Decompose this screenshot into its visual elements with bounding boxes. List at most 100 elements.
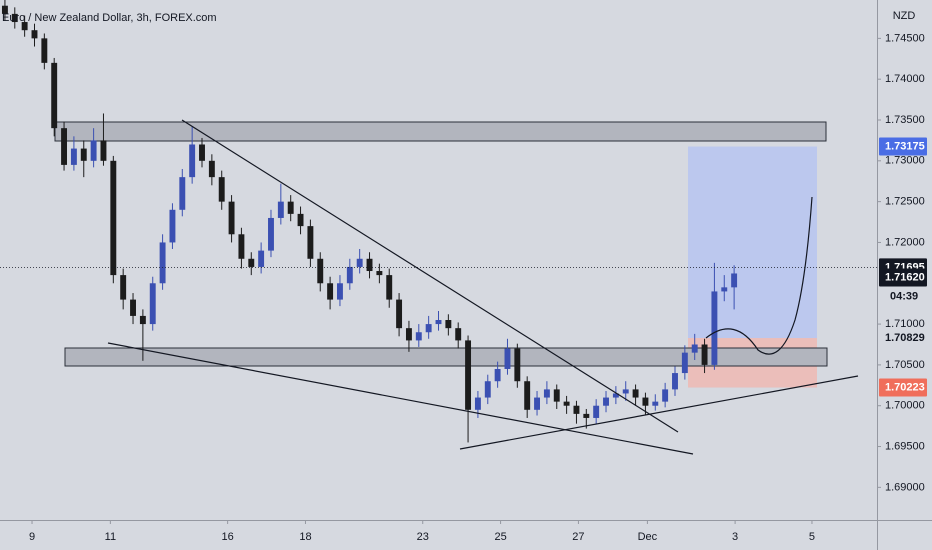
- candle-body: [563, 401, 570, 406]
- y-tick-label: 1.72500: [885, 196, 925, 208]
- entry-price-tag-bg: [879, 329, 927, 348]
- y-tick-label: 1.73000: [885, 155, 925, 167]
- y-tick-label: 1.70500: [885, 359, 925, 371]
- candle-body: [603, 397, 609, 406]
- bid-price-tag-bg: [879, 268, 927, 287]
- candle-body: [691, 344, 698, 353]
- candle-body: [238, 234, 245, 259]
- bid-price-tag: 1.71620: [885, 271, 925, 283]
- countdown: 04:39: [890, 290, 918, 302]
- candle-body: [573, 405, 580, 414]
- projection-curve: [705, 196, 813, 355]
- y-tick-label: 1.73500: [885, 114, 925, 126]
- candle-body: [435, 320, 442, 325]
- y-tick-label: 1.69000: [885, 481, 925, 493]
- candle-body: [346, 266, 353, 284]
- candle-body: [120, 275, 127, 300]
- candle-body: [534, 397, 540, 410]
- x-tick-label: Dec: [638, 531, 658, 543]
- candle-body: [593, 405, 600, 418]
- candle-body: [583, 413, 590, 418]
- candle-body: [110, 160, 117, 276]
- candle-body: [248, 258, 255, 267]
- candle-body: [474, 397, 481, 410]
- candle-body: [179, 177, 186, 210]
- candle-body: [612, 393, 619, 398]
- candle-body: [70, 148, 77, 165]
- candle-body: [465, 340, 472, 410]
- candle-body: [494, 368, 501, 382]
- candle-body: [622, 389, 629, 394]
- target-price-tag-bg: [879, 137, 927, 156]
- candle-body: [208, 160, 215, 178]
- resistance-zone: [54, 121, 827, 142]
- candle-body: [287, 201, 294, 214]
- currency-label: NZD: [893, 10, 916, 22]
- x-tick-label: 9: [29, 531, 35, 543]
- candle-body: [337, 283, 343, 300]
- descending-trendline: [181, 119, 679, 433]
- candle-body: [356, 258, 363, 267]
- target-price-tag: 1.73175: [885, 140, 925, 152]
- candle-body: [396, 299, 403, 329]
- candle-body: [642, 397, 649, 406]
- candle-body: [228, 201, 235, 235]
- x-tick-label: 3: [732, 531, 738, 543]
- candles: [1, 0, 738, 443]
- candle-body: [90, 140, 97, 161]
- candle-body: [80, 148, 87, 161]
- candle-body: [386, 275, 393, 300]
- x-tick-label: 18: [299, 531, 311, 543]
- candle-body: [61, 128, 68, 165]
- x-tick-label: 11: [105, 531, 116, 543]
- stop-price-tag-bg: [879, 378, 927, 397]
- candle-body: [484, 381, 491, 398]
- candle-body: [218, 177, 225, 202]
- candle-body: [327, 283, 334, 300]
- y-tick-label: 1.69500: [885, 440, 925, 452]
- y-tick-label: 1.71000: [885, 318, 925, 330]
- candle-body: [297, 213, 304, 227]
- candle-body: [21, 22, 28, 31]
- candle-body: [268, 217, 274, 251]
- candle-body: [11, 13, 18, 23]
- candle-body: [662, 389, 669, 402]
- candle-body: [41, 38, 48, 63]
- candle-body: [1, 5, 8, 14]
- support-zone: [64, 347, 828, 367]
- y-tick-label: 1.74500: [885, 32, 925, 44]
- candle-body: [632, 389, 639, 398]
- candle-body: [277, 201, 284, 218]
- candle-body: [189, 144, 196, 178]
- candle-body: [159, 242, 166, 284]
- candle-body: [31, 30, 38, 39]
- stop-price-tag: 1.70223: [885, 381, 925, 393]
- candle-body: [258, 250, 265, 267]
- countdown-bg: [879, 287, 927, 306]
- candle-body: [681, 352, 688, 374]
- candle-body: [415, 332, 422, 341]
- candle-body: [445, 320, 452, 329]
- candle-body: [731, 273, 738, 288]
- candle-body: [169, 209, 176, 243]
- candle-body: [652, 401, 659, 406]
- candle-body: [514, 348, 521, 382]
- y-tick-label: 1.74000: [885, 73, 925, 85]
- candle-body: [130, 299, 136, 316]
- candle-body: [553, 389, 560, 402]
- candle-body: [524, 381, 531, 410]
- candle-body: [51, 62, 58, 129]
- x-tick-label: 23: [417, 531, 429, 543]
- candle-body: [504, 348, 511, 369]
- candle-body: [711, 291, 718, 365]
- target-zone: [688, 146, 817, 339]
- x-tick-label: 16: [222, 531, 234, 543]
- chart-title: Euro / New Zealand Dollar, 3h, FOREX.com: [2, 12, 217, 24]
- candle-body: [307, 226, 314, 259]
- candle-body: [425, 324, 432, 333]
- entry-price-tag: 1.70829: [885, 332, 925, 344]
- x-tick-label: 5: [809, 531, 815, 543]
- candle-body: [405, 328, 412, 341]
